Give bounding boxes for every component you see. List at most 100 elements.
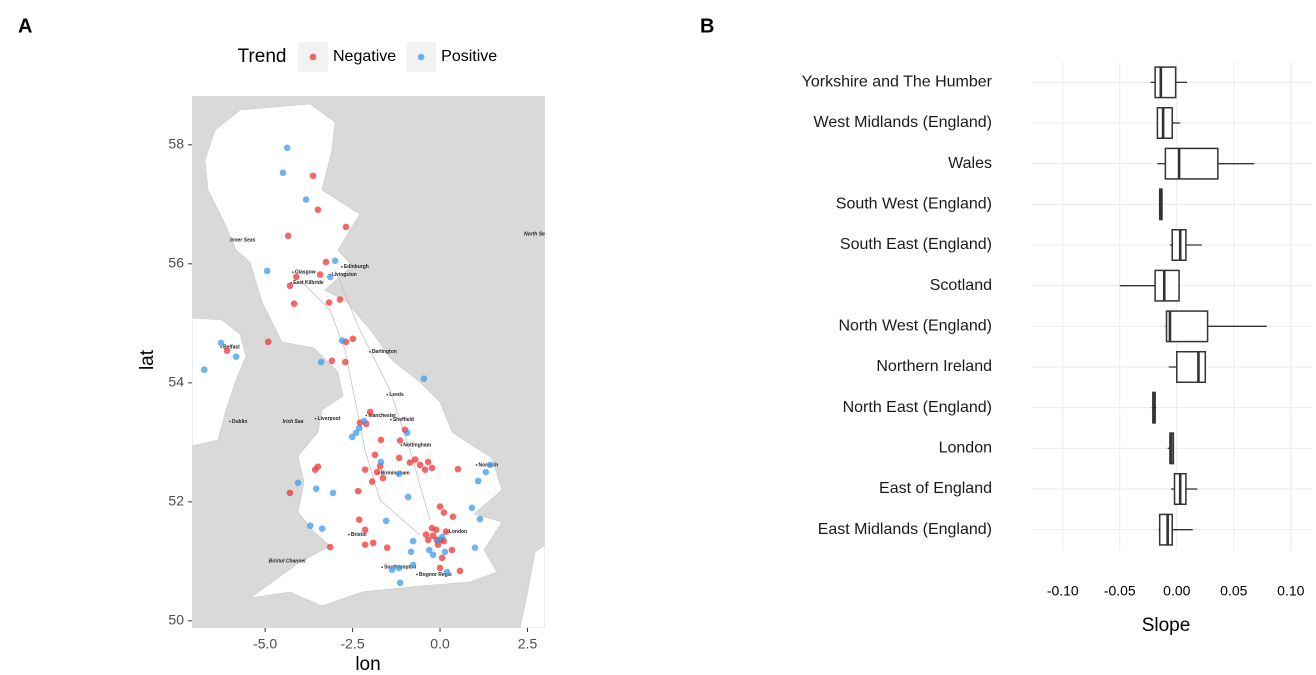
box — [1156, 107, 1173, 139]
place-label: Glasgow — [295, 269, 316, 275]
point — [409, 561, 417, 569]
point — [471, 544, 479, 551]
point — [396, 579, 404, 587]
x-tick-label: -2.5 — [341, 636, 365, 652]
legend-label: Positive — [441, 48, 497, 65]
category-label: North West (England) — [838, 318, 992, 335]
legend-title: Trend — [238, 46, 287, 67]
category-label: Northern Ireland — [876, 358, 992, 375]
point — [355, 424, 363, 432]
place-label: East Kilbride — [293, 280, 324, 286]
y-tick-label: 56 — [168, 255, 184, 271]
point — [354, 487, 362, 495]
place-label: Bognor Regis — [419, 572, 452, 578]
point — [424, 458, 432, 466]
point — [314, 206, 322, 213]
point — [476, 515, 484, 523]
place-label: London — [449, 529, 467, 535]
point — [352, 429, 360, 437]
place-label: Sheffield — [393, 417, 414, 423]
point — [440, 509, 448, 516]
point — [348, 433, 356, 441]
category-label: Yorkshire and The Humber — [802, 74, 993, 91]
box — [1154, 269, 1180, 302]
place-label: Liverpool — [318, 416, 341, 422]
place-dot — [220, 346, 222, 348]
point — [217, 339, 225, 347]
point — [373, 468, 381, 476]
point — [355, 516, 363, 523]
place-label: Leeds — [389, 392, 404, 398]
point — [395, 454, 403, 462]
x-axis-title: Slope — [1142, 615, 1191, 636]
point — [341, 358, 349, 366]
place-label: Inner Seas — [230, 237, 256, 243]
point — [441, 548, 449, 556]
box — [1158, 513, 1173, 546]
y-tick-label: 58 — [168, 135, 184, 151]
place-dot — [348, 533, 350, 536]
point — [409, 537, 417, 545]
point — [283, 144, 291, 152]
place-label: Bristol Channel — [269, 559, 307, 565]
point — [434, 541, 442, 548]
place-label: Belfast — [223, 344, 240, 350]
place-label: Darlington — [372, 349, 397, 355]
point — [486, 461, 494, 469]
point — [456, 567, 464, 575]
point — [326, 273, 334, 281]
point — [474, 477, 482, 485]
point — [292, 273, 300, 281]
point — [371, 451, 379, 459]
category-label: South East (England) — [840, 236, 992, 253]
panel-label: A — [18, 15, 32, 37]
box — [1176, 351, 1207, 383]
point — [328, 357, 336, 365]
point — [449, 513, 457, 521]
point — [411, 456, 419, 463]
point — [223, 347, 231, 354]
place-dot — [369, 351, 371, 353]
point — [316, 271, 324, 278]
place-dot — [386, 393, 389, 396]
place-dot — [292, 271, 294, 273]
point — [403, 429, 411, 437]
point — [434, 536, 442, 544]
category-label: East Midlands (England) — [818, 521, 992, 538]
place-label: Irish Sea — [283, 419, 304, 425]
point — [306, 522, 314, 529]
x-tick-label: -5.0 — [253, 636, 277, 652]
point — [329, 489, 337, 497]
point — [382, 517, 390, 525]
x-tick-label: 0.05 — [1220, 583, 1247, 599]
point — [369, 539, 377, 547]
point — [290, 300, 298, 307]
place-label: Bristol — [351, 532, 367, 538]
point — [436, 564, 444, 572]
point — [428, 464, 436, 472]
point — [425, 546, 433, 554]
point — [443, 568, 451, 576]
y-tick-label: 52 — [168, 493, 184, 509]
category-label: South West (England) — [836, 196, 992, 213]
point — [420, 375, 428, 382]
place-dot — [390, 418, 392, 421]
place-label: Manchester — [368, 413, 396, 419]
point — [361, 466, 369, 474]
point — [377, 458, 385, 466]
place-dot — [314, 417, 317, 420]
point — [309, 172, 317, 180]
map-background — [192, 96, 545, 628]
x-tick-label: 0.00 — [1163, 583, 1190, 599]
point — [438, 554, 446, 562]
point — [232, 353, 240, 360]
place-label: North Sea — [524, 231, 548, 237]
point — [349, 335, 357, 343]
point — [421, 466, 429, 474]
point — [377, 436, 385, 444]
point — [286, 489, 294, 497]
point — [200, 366, 208, 374]
x-tick-label: 0.10 — [1277, 583, 1304, 599]
point — [379, 474, 387, 482]
point — [263, 267, 271, 275]
